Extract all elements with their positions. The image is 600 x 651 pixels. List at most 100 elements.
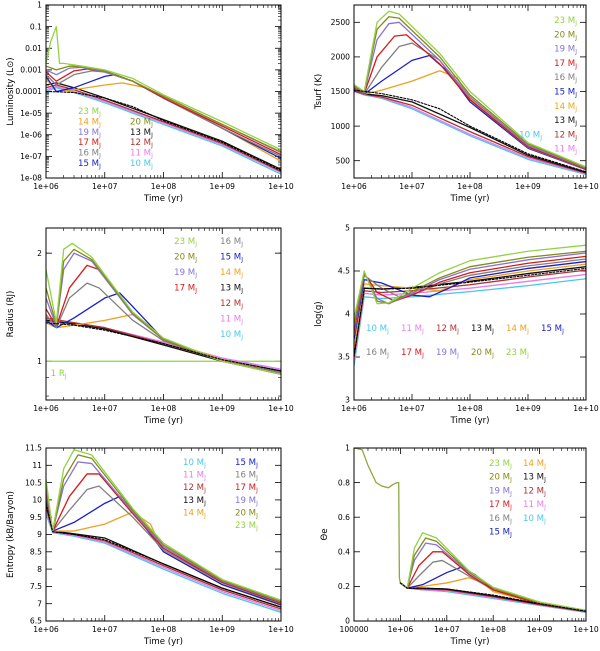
x-tick-label: 1e+07 <box>434 625 460 634</box>
annotation-label: 1 RJ <box>51 369 67 380</box>
series-line-14 <box>354 263 586 350</box>
legend-entry: 16 MJ <box>78 149 101 160</box>
legend-entry: 15 MJ <box>489 528 512 539</box>
series-line-20 <box>354 250 586 324</box>
x-tick-label: 1e+08 <box>151 404 177 413</box>
series-line-15 <box>354 260 586 341</box>
legend-entry: 11 MJ <box>130 149 153 160</box>
x-tick-label: 1e+06 <box>341 182 367 191</box>
legend-entry: 17 MJ <box>401 348 424 359</box>
series-group <box>46 242 281 375</box>
legend-entry: 11 MJ <box>401 324 424 335</box>
series-group <box>46 449 281 613</box>
legend-entry: 20 MJ <box>554 30 577 41</box>
legend-entry: 12 MJ <box>436 324 459 335</box>
x-axis-label: Time (yr) <box>143 637 183 647</box>
legend-entry: 20 MJ <box>174 253 197 264</box>
x-tick-label: 1e+06 <box>388 625 414 634</box>
series-line-16 <box>46 485 281 605</box>
x-tick-label: 1e+07 <box>399 404 425 413</box>
legend-entry: 14 MJ <box>523 459 546 470</box>
y-axis-label: Luminosity (L⊙) <box>6 57 16 125</box>
legend-entry: 14 MJ <box>78 117 101 128</box>
series-line-19 <box>354 252 586 328</box>
series-group <box>354 244 586 367</box>
y-tick-label: 0.0001 <box>15 87 42 96</box>
series-line-23 <box>46 242 281 375</box>
legend-entry: 11 MJ <box>554 145 577 156</box>
series-line-17 <box>399 551 586 612</box>
y-tick-label: 2000 <box>331 53 350 62</box>
y-tick-label: 0.1 <box>30 22 42 31</box>
x-tick-label: 1e+08 <box>457 182 483 191</box>
x-tick-label: 1e+09 <box>515 182 541 191</box>
legend-entry: 14 MJ <box>183 508 206 519</box>
x-tick-label: 1e+08 <box>151 182 177 191</box>
series-line-10 <box>46 513 281 613</box>
x-tick-label: 1e+09 <box>527 625 553 634</box>
y-tick-label: 1500 <box>331 87 350 96</box>
series-line-17 <box>46 264 281 375</box>
plot-frame <box>45 227 282 401</box>
y-tick-label: 1e-06 <box>20 130 42 139</box>
x-tick-label: 1e+10 <box>573 625 599 634</box>
y-tick-label: 500 <box>336 156 351 165</box>
y-tick-label: 1e-07 <box>20 152 42 161</box>
legend-entry: 11 MJ <box>183 471 206 482</box>
legend-entry: 10 MJ <box>220 330 243 341</box>
series-line-12 <box>354 90 586 174</box>
legend-entry: 11 MJ <box>523 500 546 511</box>
series-line-16 <box>354 42 586 170</box>
series-line-23 <box>399 532 586 611</box>
legend-entry: 10 MJ <box>519 130 542 141</box>
series-group <box>354 448 586 613</box>
y-tick-label: 4 <box>345 310 350 319</box>
x-tick-label: 1e+10 <box>268 182 294 191</box>
y-tick-label: 10 <box>32 496 42 505</box>
legend-entry: 13 MJ <box>183 496 206 507</box>
x-tick-label: 100000 <box>340 625 369 634</box>
legend-entry: 20 MJ <box>130 117 153 128</box>
series-line-10 <box>46 87 281 175</box>
legend-entry: 12 MJ <box>523 486 546 497</box>
legend: 23 MJ 14 MJ 20 MJ 13 MJ 19 MJ 12 MJ 17 MJ 11 MJ… <box>489 459 546 539</box>
series-line-19 <box>399 542 586 612</box>
series-line-ref <box>399 582 586 612</box>
legend-entry: 12 MJ <box>554 130 577 141</box>
legend: 23 MJ 20 MJ 19 MJ 17 MJ 16 MJ 15 MJ 14 MJ 13 MJ… <box>519 16 577 156</box>
x-tick-label: 1e+06 <box>341 404 367 413</box>
y-tick-label: 10.5 <box>25 478 42 487</box>
x-tick-label: 1e+08 <box>480 625 506 634</box>
x-tick-label: 1e+07 <box>92 625 118 634</box>
x-tick-label: 1e+10 <box>573 182 599 191</box>
y-tick-label: 0.4 <box>338 548 350 557</box>
x-tick-label: 1e+09 <box>515 404 541 413</box>
legend-entry: 16 MJ <box>554 73 577 84</box>
y-tick-label: 0.6 <box>338 513 350 522</box>
x-tick-label: 1e+10 <box>268 625 294 634</box>
x-tick-label: 1e+09 <box>209 182 235 191</box>
series-line-early <box>354 448 402 584</box>
legend-entry: 16 MJ <box>220 237 243 248</box>
legend-entry: 13 MJ <box>220 284 243 295</box>
plot-frame <box>353 4 587 179</box>
legend-entry: 20 MJ <box>471 348 494 359</box>
y-axis-label: Entropy (kB/Baryon) <box>6 491 16 578</box>
x-tick-label: 1e+07 <box>92 404 118 413</box>
plot-frame <box>45 4 282 179</box>
x-tick-label: 1e+09 <box>209 404 235 413</box>
y-tick-label: 5 <box>345 224 350 233</box>
legend-entry: 16 MJ <box>235 471 258 482</box>
y-tick-label: 7.5 <box>30 582 42 591</box>
legend-entry: 15 MJ <box>554 88 577 99</box>
x-minor-ticks <box>63 228 279 400</box>
legend-entry: 19 MJ <box>436 348 459 359</box>
series-line-11 <box>46 85 281 174</box>
y-tick-label: 0 <box>345 617 350 626</box>
chart-radius: 1e+06 1e+07 1e+08 1e+09 1e+10 1 2 Time (yr) Radi… <box>6 227 294 426</box>
x-tick-label: 1e+06 <box>33 625 59 634</box>
series-line-ref <box>46 322 281 372</box>
legend-entry: 23 MJ <box>489 459 512 470</box>
legend-entry: 12 MJ <box>130 138 153 149</box>
